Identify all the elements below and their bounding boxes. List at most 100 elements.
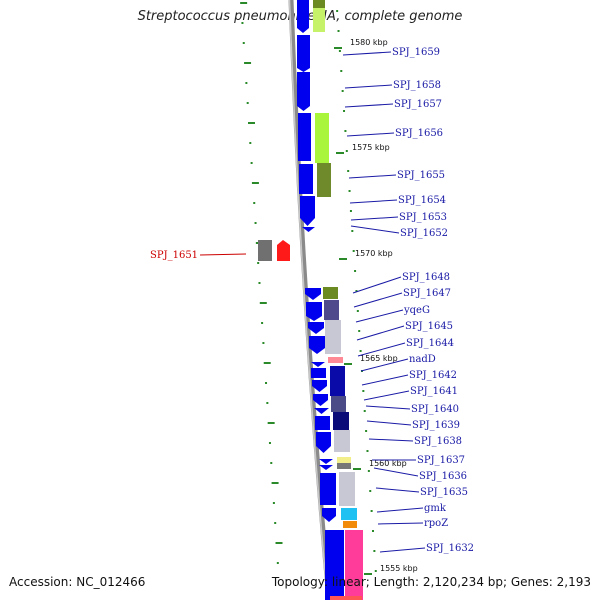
- gene-arrow[interactable]: [306, 302, 322, 316]
- leader-line: [346, 132, 395, 137]
- tick-mark: [341, 90, 344, 92]
- leader-line: [360, 358, 409, 372]
- gene-arrow[interactable]: [311, 368, 326, 378]
- tick-mark: [249, 142, 252, 144]
- gene-arrow[interactable]: [309, 336, 325, 348]
- gene-arrow[interactable]: [320, 473, 336, 505]
- leader-line: [356, 325, 405, 341]
- feature-block: [334, 430, 350, 452]
- gene-label-spj_1654[interactable]: SPJ_1654: [398, 195, 446, 206]
- scale-tick: [339, 258, 347, 260]
- gene-label-spj_1635[interactable]: SPJ_1635: [420, 487, 468, 498]
- gene-label-spj_1656[interactable]: SPJ_1656: [395, 128, 443, 139]
- tick-mark: [266, 402, 269, 404]
- gene-arrow[interactable]: [297, 35, 310, 65]
- leader-line: [377, 522, 424, 525]
- gene-arrow-red[interactable]: [277, 240, 290, 261]
- gene-arrow[interactable]: [313, 394, 328, 406]
- leader-line: [368, 438, 414, 442]
- gene-arrow[interactable]: [297, 100, 310, 111]
- tick-mark: [267, 422, 275, 424]
- gene-arrow[interactable]: [312, 380, 327, 392]
- leader-line: [366, 420, 412, 426]
- spj1651-features[interactable]: [258, 240, 290, 261]
- leader-line: [353, 292, 403, 308]
- gene-arrow[interactable]: [297, 65, 310, 72]
- gene-label-spj_1639[interactable]: SPJ_1639: [412, 420, 460, 431]
- gene-arrow[interactable]: [297, 20, 309, 33]
- gene-arrow[interactable]: [298, 113, 311, 161]
- gene-label-spj_1655[interactable]: SPJ_1655: [397, 170, 445, 181]
- gene-label-spj_1641[interactable]: SPJ_1641: [410, 386, 458, 397]
- gene-arrow[interactable]: [309, 348, 325, 354]
- tick-mark: [262, 342, 265, 344]
- gene-label-spj_1645[interactable]: SPJ_1645: [405, 321, 453, 332]
- tick-mark: [344, 130, 347, 132]
- gene-arrow[interactable]: [297, 72, 310, 100]
- feature-block: [313, 0, 325, 8]
- gene-arrow[interactable]: [308, 322, 324, 334]
- gene-label-spj_1642[interactable]: SPJ_1642: [409, 370, 457, 381]
- gene-arrow[interactable]: [319, 459, 333, 464]
- scale-label: 1565 kbp: [360, 354, 398, 363]
- gene-label-spj_1659[interactable]: SPJ_1659: [392, 47, 440, 58]
- gene-label-rpoz[interactable]: rpoZ: [424, 518, 448, 529]
- gene-label-spj_1638[interactable]: SPJ_1638: [414, 436, 462, 447]
- tick-mark: [356, 310, 359, 312]
- gene-arrow[interactable]: [319, 465, 333, 470]
- scale-tick: [334, 47, 342, 49]
- tick-mark: [373, 550, 376, 552]
- gene-label-nadd[interactable]: nadD: [409, 354, 436, 365]
- gene-arrow[interactable]: [322, 508, 336, 522]
- gene-label-spj_1647[interactable]: SPJ_1647: [403, 288, 451, 299]
- gene-arrow[interactable]: [300, 196, 315, 218]
- tick-guides-left: [240, 2, 283, 564]
- scale-label: 1570 kbp: [355, 249, 393, 258]
- gene-label-spj_1651[interactable]: SPJ_1651: [150, 250, 198, 261]
- gene-arrow[interactable]: [300, 218, 315, 226]
- feature-block: [323, 287, 338, 299]
- gene-label-gmk[interactable]: gmk: [424, 503, 447, 514]
- gene-arrow[interactable]: [315, 416, 330, 430]
- feature-block: [325, 320, 341, 354]
- scale-tick: [353, 468, 361, 470]
- gene-label-spj_1653[interactable]: SPJ_1653: [399, 212, 447, 223]
- gene-arrow[interactable]: [299, 164, 313, 194]
- tick-mark: [272, 502, 275, 504]
- gene-label-spj_1658[interactable]: SPJ_1658: [393, 80, 441, 91]
- gene-box-gray[interactable]: [258, 240, 272, 261]
- feature-block: [330, 596, 362, 600]
- gene-arrow[interactable]: [311, 362, 325, 367]
- gene-arrow[interactable]: [305, 288, 321, 300]
- tick-mark: [349, 210, 352, 212]
- gene-label-spj_1644[interactable]: SPJ_1644: [406, 338, 454, 349]
- gene-arrow[interactable]: [325, 530, 344, 600]
- tick-mark: [258, 282, 261, 284]
- tick-mark: [242, 42, 245, 44]
- gene-arrow[interactable]: [316, 432, 331, 453]
- gene-blocks: [297, 0, 344, 600]
- gene-label-yqeg[interactable]: yqeG: [403, 305, 430, 316]
- leader-line: [349, 199, 398, 204]
- gene-label-spj_1657[interactable]: SPJ_1657: [394, 99, 442, 110]
- gene-label-spj_1637[interactable]: SPJ_1637: [417, 455, 465, 466]
- tick-mark: [369, 490, 372, 492]
- gene-label-spj_1648[interactable]: SPJ_1648: [402, 272, 450, 283]
- gene-label-spj_1632[interactable]: SPJ_1632: [426, 543, 474, 554]
- scale-label: 1555 kbp: [380, 564, 418, 573]
- gene-arrow[interactable]: [306, 316, 322, 321]
- gene-arrow[interactable]: [314, 408, 329, 414]
- tick-mark: [355, 290, 358, 292]
- leader-line: [357, 342, 406, 357]
- tick-mark: [351, 230, 354, 232]
- leader-line: [350, 216, 399, 221]
- leader-line: [342, 51, 392, 56]
- genome-summary: Topology: linear; Length: 2,120,234 bp; …: [271, 575, 591, 589]
- gene-label-spj_1652[interactable]: SPJ_1652: [400, 228, 448, 239]
- leader-line: [376, 507, 424, 513]
- gene-arrow[interactable]: [302, 227, 315, 232]
- gene-label-spj_1636[interactable]: SPJ_1636: [419, 471, 467, 482]
- gene-arrow[interactable]: [297, 0, 309, 20]
- gene-label-spj_1640[interactable]: SPJ_1640: [411, 404, 459, 415]
